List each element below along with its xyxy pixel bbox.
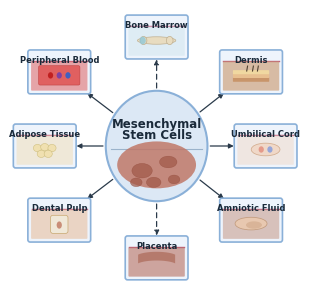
FancyBboxPatch shape xyxy=(233,70,269,74)
Ellipse shape xyxy=(140,36,147,45)
FancyBboxPatch shape xyxy=(129,26,185,56)
Ellipse shape xyxy=(57,221,62,229)
Ellipse shape xyxy=(139,36,146,44)
Text: Adipose Tissue: Adipose Tissue xyxy=(9,130,80,139)
Text: Amniotic Fluid: Amniotic Fluid xyxy=(217,204,285,213)
FancyBboxPatch shape xyxy=(28,50,91,94)
FancyBboxPatch shape xyxy=(13,124,76,168)
Text: Peripheral Blood: Peripheral Blood xyxy=(20,56,99,65)
FancyBboxPatch shape xyxy=(129,247,185,277)
Ellipse shape xyxy=(166,36,173,45)
FancyBboxPatch shape xyxy=(17,135,73,165)
Text: Umbilical Cord: Umbilical Cord xyxy=(231,130,300,139)
Ellipse shape xyxy=(267,146,273,153)
Ellipse shape xyxy=(235,217,267,230)
FancyBboxPatch shape xyxy=(220,50,282,94)
FancyBboxPatch shape xyxy=(233,77,269,82)
Ellipse shape xyxy=(137,37,176,44)
Ellipse shape xyxy=(146,177,161,187)
Ellipse shape xyxy=(48,72,53,79)
FancyBboxPatch shape xyxy=(223,209,279,239)
Ellipse shape xyxy=(48,145,56,152)
Ellipse shape xyxy=(65,72,71,79)
Text: Stem Cells: Stem Cells xyxy=(122,129,192,142)
Ellipse shape xyxy=(117,141,196,188)
FancyBboxPatch shape xyxy=(125,15,188,59)
Ellipse shape xyxy=(168,175,180,184)
Text: Bone Marrow: Bone Marrow xyxy=(125,21,188,30)
FancyBboxPatch shape xyxy=(237,135,294,165)
Ellipse shape xyxy=(106,91,207,201)
FancyBboxPatch shape xyxy=(51,215,68,233)
FancyBboxPatch shape xyxy=(125,236,188,280)
Text: Dental Pulp: Dental Pulp xyxy=(32,204,87,213)
Ellipse shape xyxy=(41,144,49,151)
Text: Mesenchymal: Mesenchymal xyxy=(111,118,202,131)
Ellipse shape xyxy=(159,156,177,168)
Ellipse shape xyxy=(44,150,52,157)
Ellipse shape xyxy=(57,72,62,79)
Ellipse shape xyxy=(259,146,264,153)
FancyBboxPatch shape xyxy=(233,73,269,78)
Ellipse shape xyxy=(130,178,142,187)
FancyBboxPatch shape xyxy=(223,61,279,91)
FancyBboxPatch shape xyxy=(220,198,282,242)
Ellipse shape xyxy=(37,150,45,157)
Ellipse shape xyxy=(251,143,280,156)
FancyBboxPatch shape xyxy=(31,61,87,91)
FancyBboxPatch shape xyxy=(31,209,87,239)
Ellipse shape xyxy=(33,145,41,152)
Text: Dermis: Dermis xyxy=(234,56,268,65)
Text: Placenta: Placenta xyxy=(136,242,177,251)
Ellipse shape xyxy=(132,164,152,178)
FancyBboxPatch shape xyxy=(39,66,80,85)
FancyBboxPatch shape xyxy=(234,124,297,168)
Ellipse shape xyxy=(246,221,262,229)
FancyBboxPatch shape xyxy=(28,198,91,242)
